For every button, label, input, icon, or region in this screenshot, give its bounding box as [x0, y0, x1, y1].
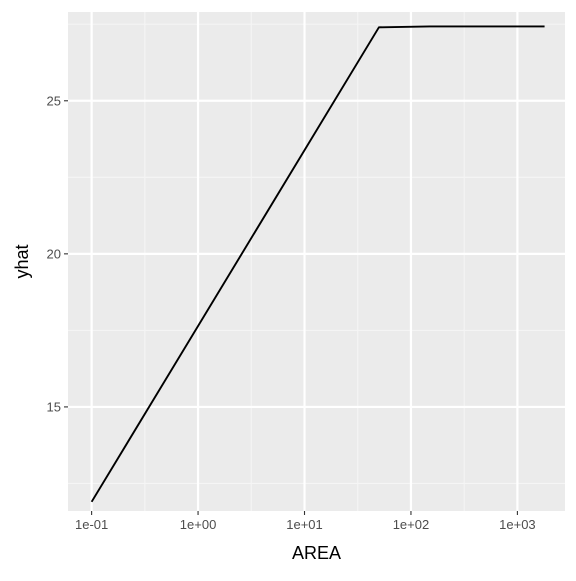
x-tick-label: 1e+00 [180, 517, 217, 532]
plot-panel [68, 12, 565, 511]
y-tick-label: 25 [47, 93, 61, 108]
x-tick-label: 1e+02 [393, 517, 430, 532]
x-axis: 1e-01 1e+00 1e+01 1e+02 1e+03 [75, 511, 536, 532]
major-grid [68, 12, 565, 511]
y-axis-title: yhat [12, 244, 32, 278]
minor-grid [68, 12, 565, 511]
y-tick-label: 20 [47, 246, 61, 261]
x-tick-label: 1e-01 [75, 517, 108, 532]
series-layer [90, 25, 545, 503]
series-line-0 [90, 25, 545, 503]
x-axis-title: AREA [292, 543, 341, 563]
y-axis: 15 20 25 [47, 93, 68, 414]
x-tick-label: 1e+03 [499, 517, 536, 532]
y-tick-label: 15 [47, 399, 61, 414]
x-tick-label: 1e+01 [286, 517, 323, 532]
